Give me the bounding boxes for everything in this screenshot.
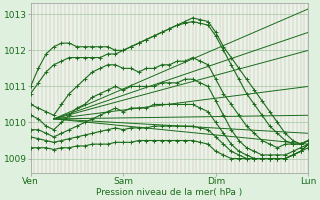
X-axis label: Pression niveau de la mer( hPa ): Pression niveau de la mer( hPa ) — [96, 188, 243, 197]
